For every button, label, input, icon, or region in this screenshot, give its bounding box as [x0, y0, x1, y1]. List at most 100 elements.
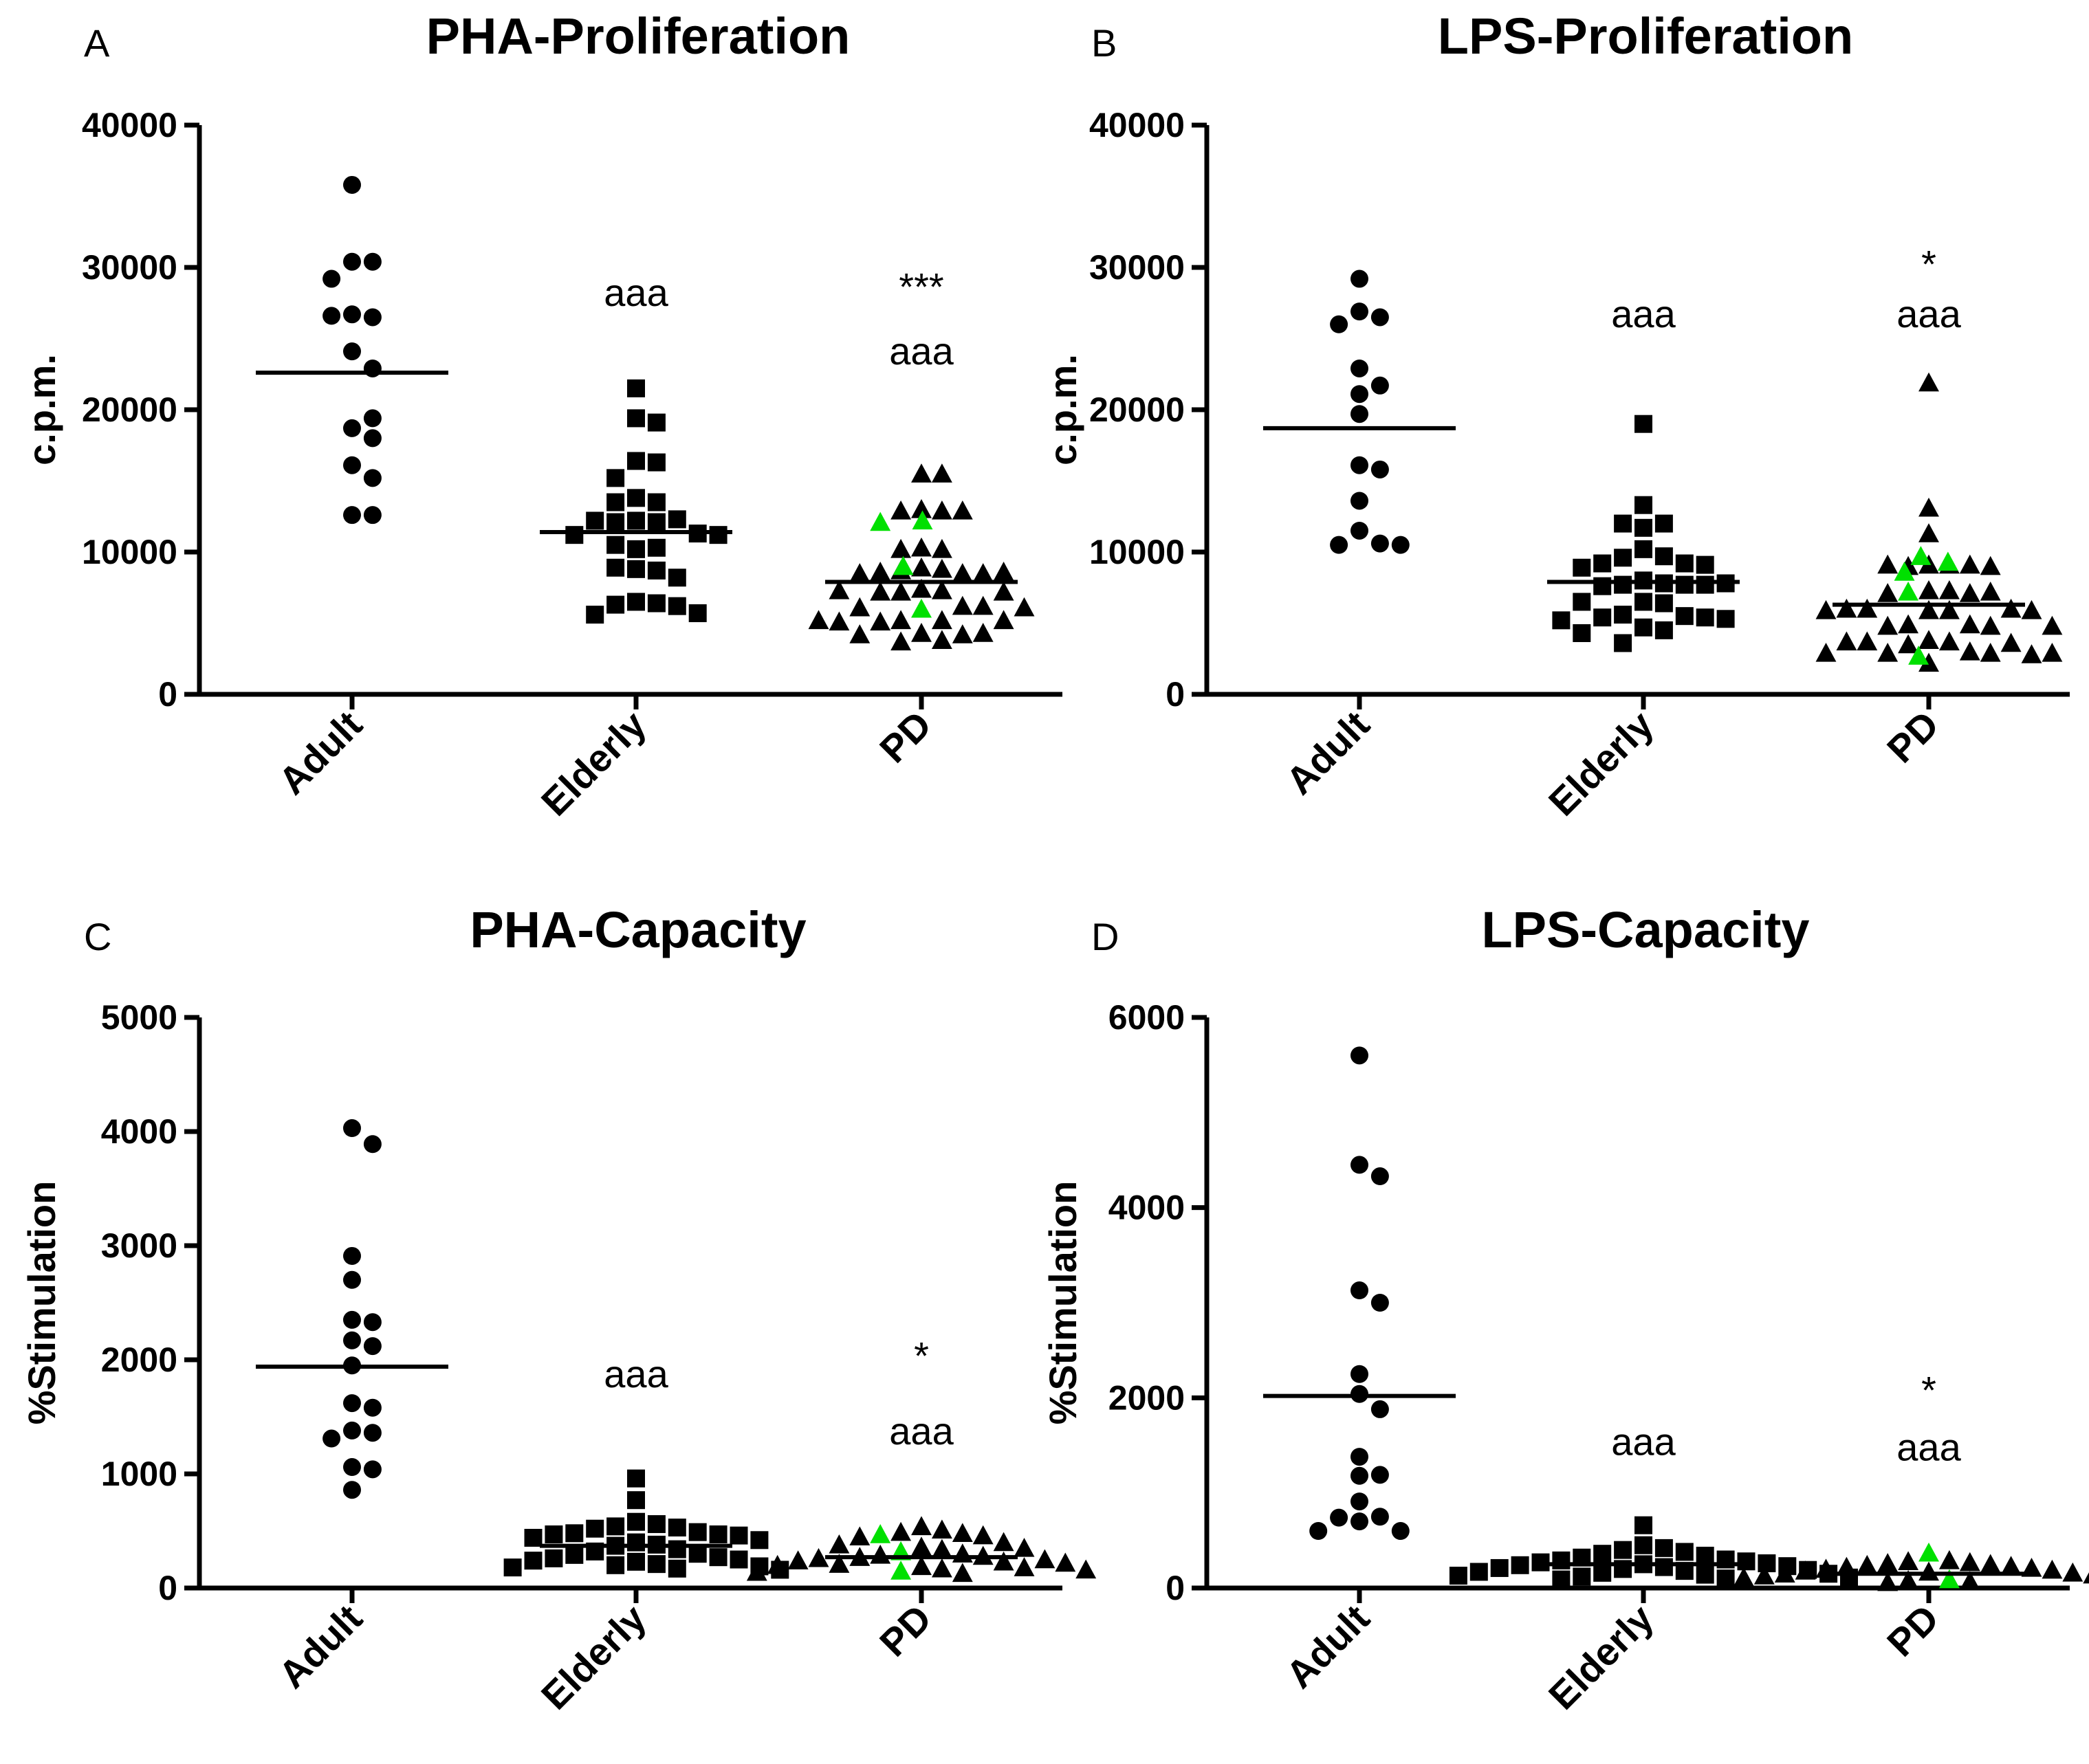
data-point — [1330, 1509, 1348, 1527]
data-point — [343, 506, 361, 524]
x-category-label: Elderly — [533, 703, 655, 824]
data-point — [648, 539, 666, 557]
data-point — [1836, 631, 1857, 650]
data-point — [627, 560, 645, 578]
data-point — [627, 1470, 645, 1488]
data-point — [648, 562, 666, 580]
y-axis-title: c.p.m. — [1041, 354, 1084, 465]
data-point — [932, 500, 952, 520]
data-point — [364, 409, 382, 427]
data-point — [973, 563, 994, 582]
y-tick-label: 0 — [158, 675, 177, 714]
chart-panel-c: C PHA-Capacity010002000300040005000%Stimu… — [20, 901, 1096, 1718]
data-point — [343, 1394, 361, 1412]
data-point — [994, 1532, 1014, 1552]
data-point — [932, 630, 952, 649]
data-point — [1634, 1536, 1652, 1554]
x-category-label: Elderly — [1540, 1596, 1662, 1718]
data-point — [322, 1430, 340, 1448]
data-point — [627, 489, 645, 507]
y-tick-label: 4000 — [1108, 1189, 1185, 1227]
data-point — [648, 514, 666, 531]
data-point — [829, 611, 849, 630]
data-point — [1371, 461, 1389, 478]
data-point — [1877, 643, 1898, 662]
data-point — [364, 469, 382, 487]
data-point — [1371, 1294, 1389, 1312]
data-point — [911, 1536, 932, 1556]
x-category-label: Adult — [270, 703, 371, 803]
data-point — [890, 539, 911, 558]
data-point — [1593, 1545, 1611, 1563]
data-point — [994, 562, 1014, 581]
chart-title: LPS-Capacity — [1481, 901, 1809, 958]
data-point — [750, 1531, 768, 1549]
data-point — [1939, 631, 1960, 650]
data-point — [1918, 523, 1939, 542]
data-point — [648, 494, 666, 511]
panel-letter: D — [1091, 915, 1119, 958]
data-point — [364, 1460, 382, 1478]
data-point — [1655, 547, 1673, 565]
data-point — [994, 1552, 1014, 1571]
data-point — [343, 176, 361, 194]
panel-letter: B — [1091, 21, 1117, 65]
data-point — [1939, 580, 1960, 599]
data-point — [343, 1458, 361, 1476]
data-point — [322, 270, 340, 288]
data-point — [952, 596, 973, 615]
data-point — [343, 419, 361, 437]
y-axis-title: %Stimulation — [1041, 1181, 1084, 1425]
data-point — [565, 526, 583, 544]
data-point — [343, 1422, 361, 1440]
data-point — [932, 1539, 952, 1558]
series-pd — [747, 1516, 1096, 1582]
data-point — [1676, 1543, 1694, 1561]
data-point — [1717, 610, 1735, 628]
data-point — [952, 1523, 973, 1542]
data-point — [364, 429, 382, 447]
data-point — [2042, 616, 2062, 635]
data-point — [1857, 1555, 1877, 1574]
data-point — [1614, 515, 1632, 533]
y-tick-label: 20000 — [82, 390, 177, 429]
series-elderly — [1547, 415, 1740, 652]
data-point — [952, 563, 973, 582]
data-point — [932, 539, 952, 558]
significance-annotation: aaa — [1896, 1426, 1961, 1469]
data-point — [829, 1534, 849, 1554]
data-point — [952, 1543, 973, 1563]
data-point — [911, 1516, 932, 1535]
data-point — [1655, 595, 1673, 613]
data-point — [1470, 1563, 1488, 1580]
significance-annotation: * — [1921, 242, 1936, 285]
x-category-label: Adult — [270, 1596, 371, 1697]
data-point — [1634, 619, 1652, 637]
data-point — [1532, 1554, 1550, 1572]
data-point — [849, 563, 870, 582]
data-point — [343, 253, 361, 271]
data-point — [1960, 1552, 1980, 1572]
significance-annotation: aaa — [604, 1352, 668, 1396]
data-point — [1960, 583, 1980, 602]
data-point — [1350, 522, 1368, 540]
y-tick-label: 30000 — [82, 248, 177, 287]
data-point — [932, 1519, 952, 1539]
data-point — [648, 1515, 666, 1533]
data-point — [1330, 316, 1348, 333]
data-point — [586, 511, 604, 529]
data-point — [648, 1555, 666, 1573]
data-point — [1330, 536, 1348, 554]
data-point — [668, 1560, 686, 1578]
chart-title: PHA-Proliferation — [426, 8, 851, 65]
data-point — [890, 610, 911, 629]
significance-annotation: * — [1921, 1369, 1936, 1412]
data-point — [1980, 616, 2001, 635]
data-point — [1857, 631, 1877, 650]
data-point — [849, 624, 870, 643]
x-category-label: PD — [1879, 703, 1947, 771]
data-point — [1511, 1556, 1529, 1574]
data-point — [973, 1525, 994, 1545]
chart-panel-b: B LPS-Proliferation 0 10000 20000 30000 40000 c… — [1041, 8, 2070, 824]
data-point — [1980, 643, 2001, 662]
